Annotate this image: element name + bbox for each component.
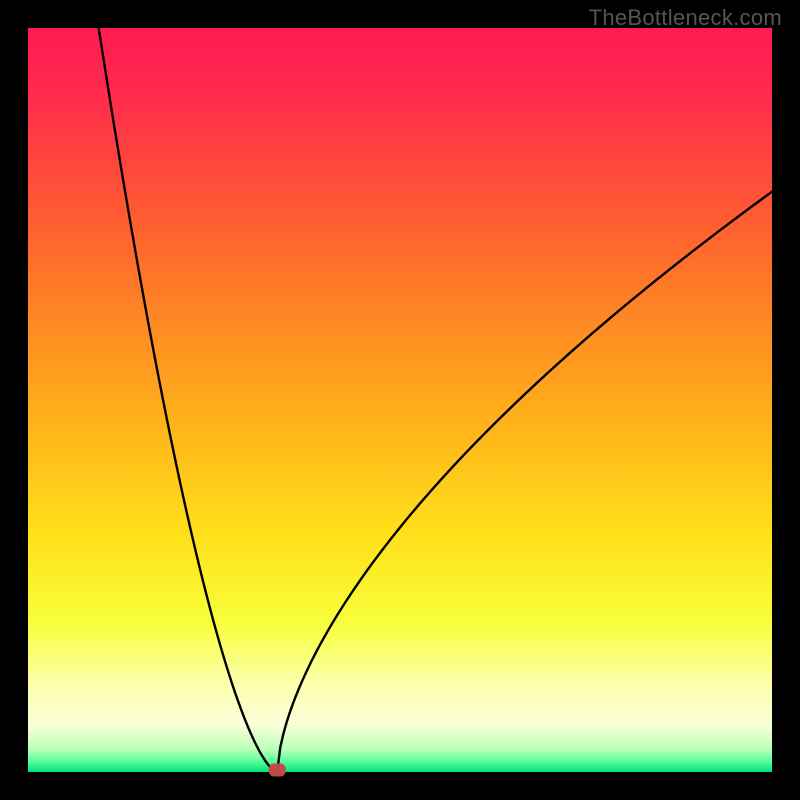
watermark-text: TheBottleneck.com xyxy=(589,5,782,31)
bottleneck-chart xyxy=(0,0,800,800)
chart-background xyxy=(28,28,772,772)
optimal-point-marker xyxy=(269,764,285,776)
